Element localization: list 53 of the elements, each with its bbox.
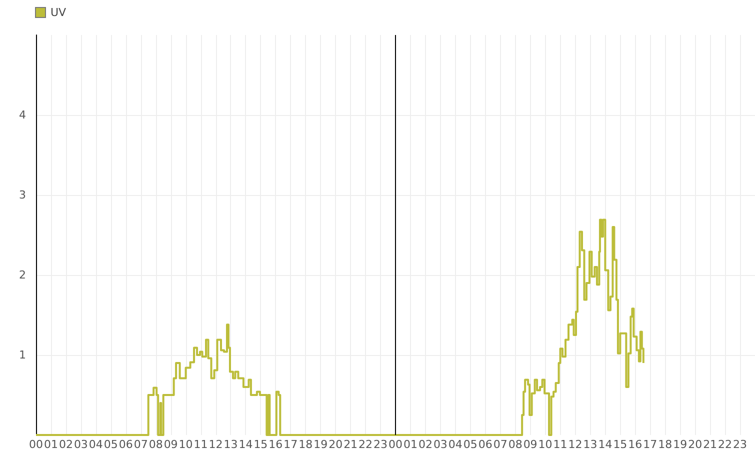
x-tick-label: 01 bbox=[403, 438, 418, 451]
legend-label: UV bbox=[50, 6, 67, 19]
x-tick-label: 18 bbox=[658, 438, 672, 451]
x-tick-label: 14 bbox=[598, 438, 612, 451]
x-tick-label: 20 bbox=[328, 438, 343, 451]
x-tick-label: 04 bbox=[448, 438, 462, 451]
x-tick-label: 20 bbox=[688, 438, 702, 451]
x-tick-label: 00 bbox=[29, 438, 43, 451]
x-tick-label: 04 bbox=[88, 438, 103, 451]
x-tick-label: 03 bbox=[74, 438, 88, 451]
x-tick-label: 08 bbox=[148, 438, 163, 451]
x-tick-label: 17 bbox=[643, 438, 658, 451]
y-tick-label: 2 bbox=[19, 268, 26, 282]
x-tick-label: 19 bbox=[314, 438, 328, 451]
x-tick-label: 12 bbox=[208, 438, 223, 451]
x-tick-label: 21 bbox=[344, 438, 358, 451]
x-tick-label: 11 bbox=[194, 438, 208, 451]
x-tick-label: 23 bbox=[733, 438, 748, 451]
x-tick-label: 05 bbox=[104, 438, 118, 451]
x-tick-label: 16 bbox=[628, 438, 642, 451]
x-tick-label: 05 bbox=[463, 438, 478, 451]
x-tick-label: 09 bbox=[523, 438, 538, 451]
x-tick-label: 21 bbox=[703, 438, 718, 451]
x-tick-label: 22 bbox=[358, 438, 373, 451]
x-tick-label: 13 bbox=[224, 438, 238, 451]
x-tick-label: 02 bbox=[58, 438, 73, 451]
x-tick-label: 03 bbox=[433, 438, 448, 451]
x-tick-label: 23 bbox=[374, 438, 388, 451]
x-tick-label: 10 bbox=[538, 438, 552, 451]
x-tick-label: 08 bbox=[508, 438, 522, 451]
x-tick-label: 15 bbox=[254, 438, 268, 451]
x-tick-label: 12 bbox=[568, 438, 582, 451]
x-tick-label: 18 bbox=[298, 438, 313, 451]
x-tick-label: 22 bbox=[718, 438, 732, 451]
y-tick-label: 4 bbox=[19, 108, 26, 122]
x-tick-label: 17 bbox=[284, 438, 298, 451]
x-tick-label: 06 bbox=[118, 438, 133, 451]
y-tick-label: 1 bbox=[19, 348, 26, 362]
x-tick-label: 06 bbox=[478, 438, 492, 451]
x-tick-label: 15 bbox=[613, 438, 628, 451]
x-tick-label: 13 bbox=[583, 438, 598, 451]
x-tick-label: 10 bbox=[178, 438, 193, 451]
y-tick-label: 3 bbox=[19, 188, 26, 202]
x-tick-label: 11 bbox=[553, 438, 568, 451]
x-tick-label: 19 bbox=[673, 438, 688, 451]
x-tick-label: 14 bbox=[238, 438, 253, 451]
x-tick-label: 09 bbox=[164, 438, 178, 451]
x-tick-label: 16 bbox=[268, 438, 283, 451]
x-tick-label: 00 bbox=[388, 438, 402, 451]
x-tick-label: 07 bbox=[493, 438, 508, 451]
x-tick-label: 01 bbox=[44, 438, 58, 451]
x-tick-label: 07 bbox=[134, 438, 148, 451]
x-tick-label: 02 bbox=[418, 438, 432, 451]
